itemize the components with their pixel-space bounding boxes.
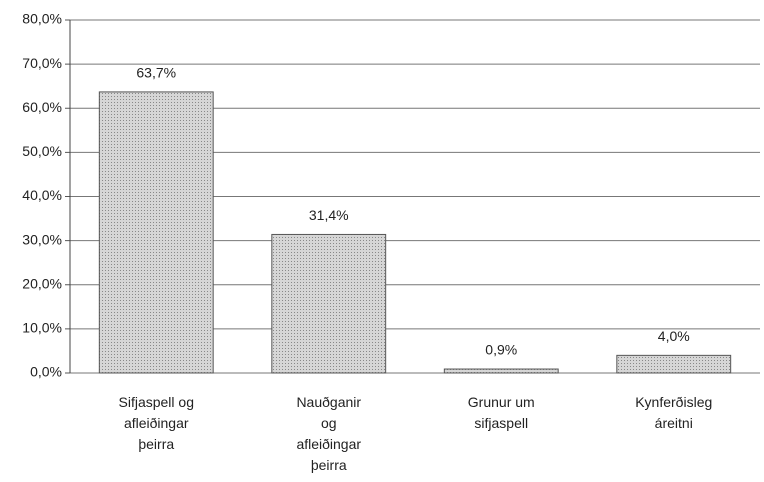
y-tick-label: 40,0% [22, 187, 62, 203]
y-tick-label: 20,0% [22, 275, 62, 291]
bar [443, 368, 559, 374]
x-tick-label: Sifjaspell og afleiðingar þeirra [119, 394, 195, 452]
bar [98, 91, 214, 374]
y-tick-label: 60,0% [22, 99, 62, 115]
y-tick-label: 10,0% [22, 320, 62, 336]
y-tick-label: 70,0% [22, 55, 62, 71]
y-tick-label: 30,0% [22, 231, 62, 247]
bar [271, 233, 387, 374]
value-label: 63,7% [136, 65, 176, 81]
value-label: 4,0% [658, 328, 690, 344]
value-label: 31,4% [309, 207, 349, 223]
x-tick-label: Kynferðisleg áreitni [635, 394, 712, 431]
y-tick-label: 50,0% [22, 143, 62, 159]
bar [616, 354, 732, 374]
y-tick-label: 0,0% [30, 364, 62, 380]
x-tick-label: Nauðganir og afleiðingar þeirra [296, 394, 361, 473]
x-tick-label: Grunur um sifjaspell [468, 394, 535, 431]
y-tick-label: 80,0% [22, 11, 62, 27]
value-label: 0,9% [485, 342, 517, 358]
